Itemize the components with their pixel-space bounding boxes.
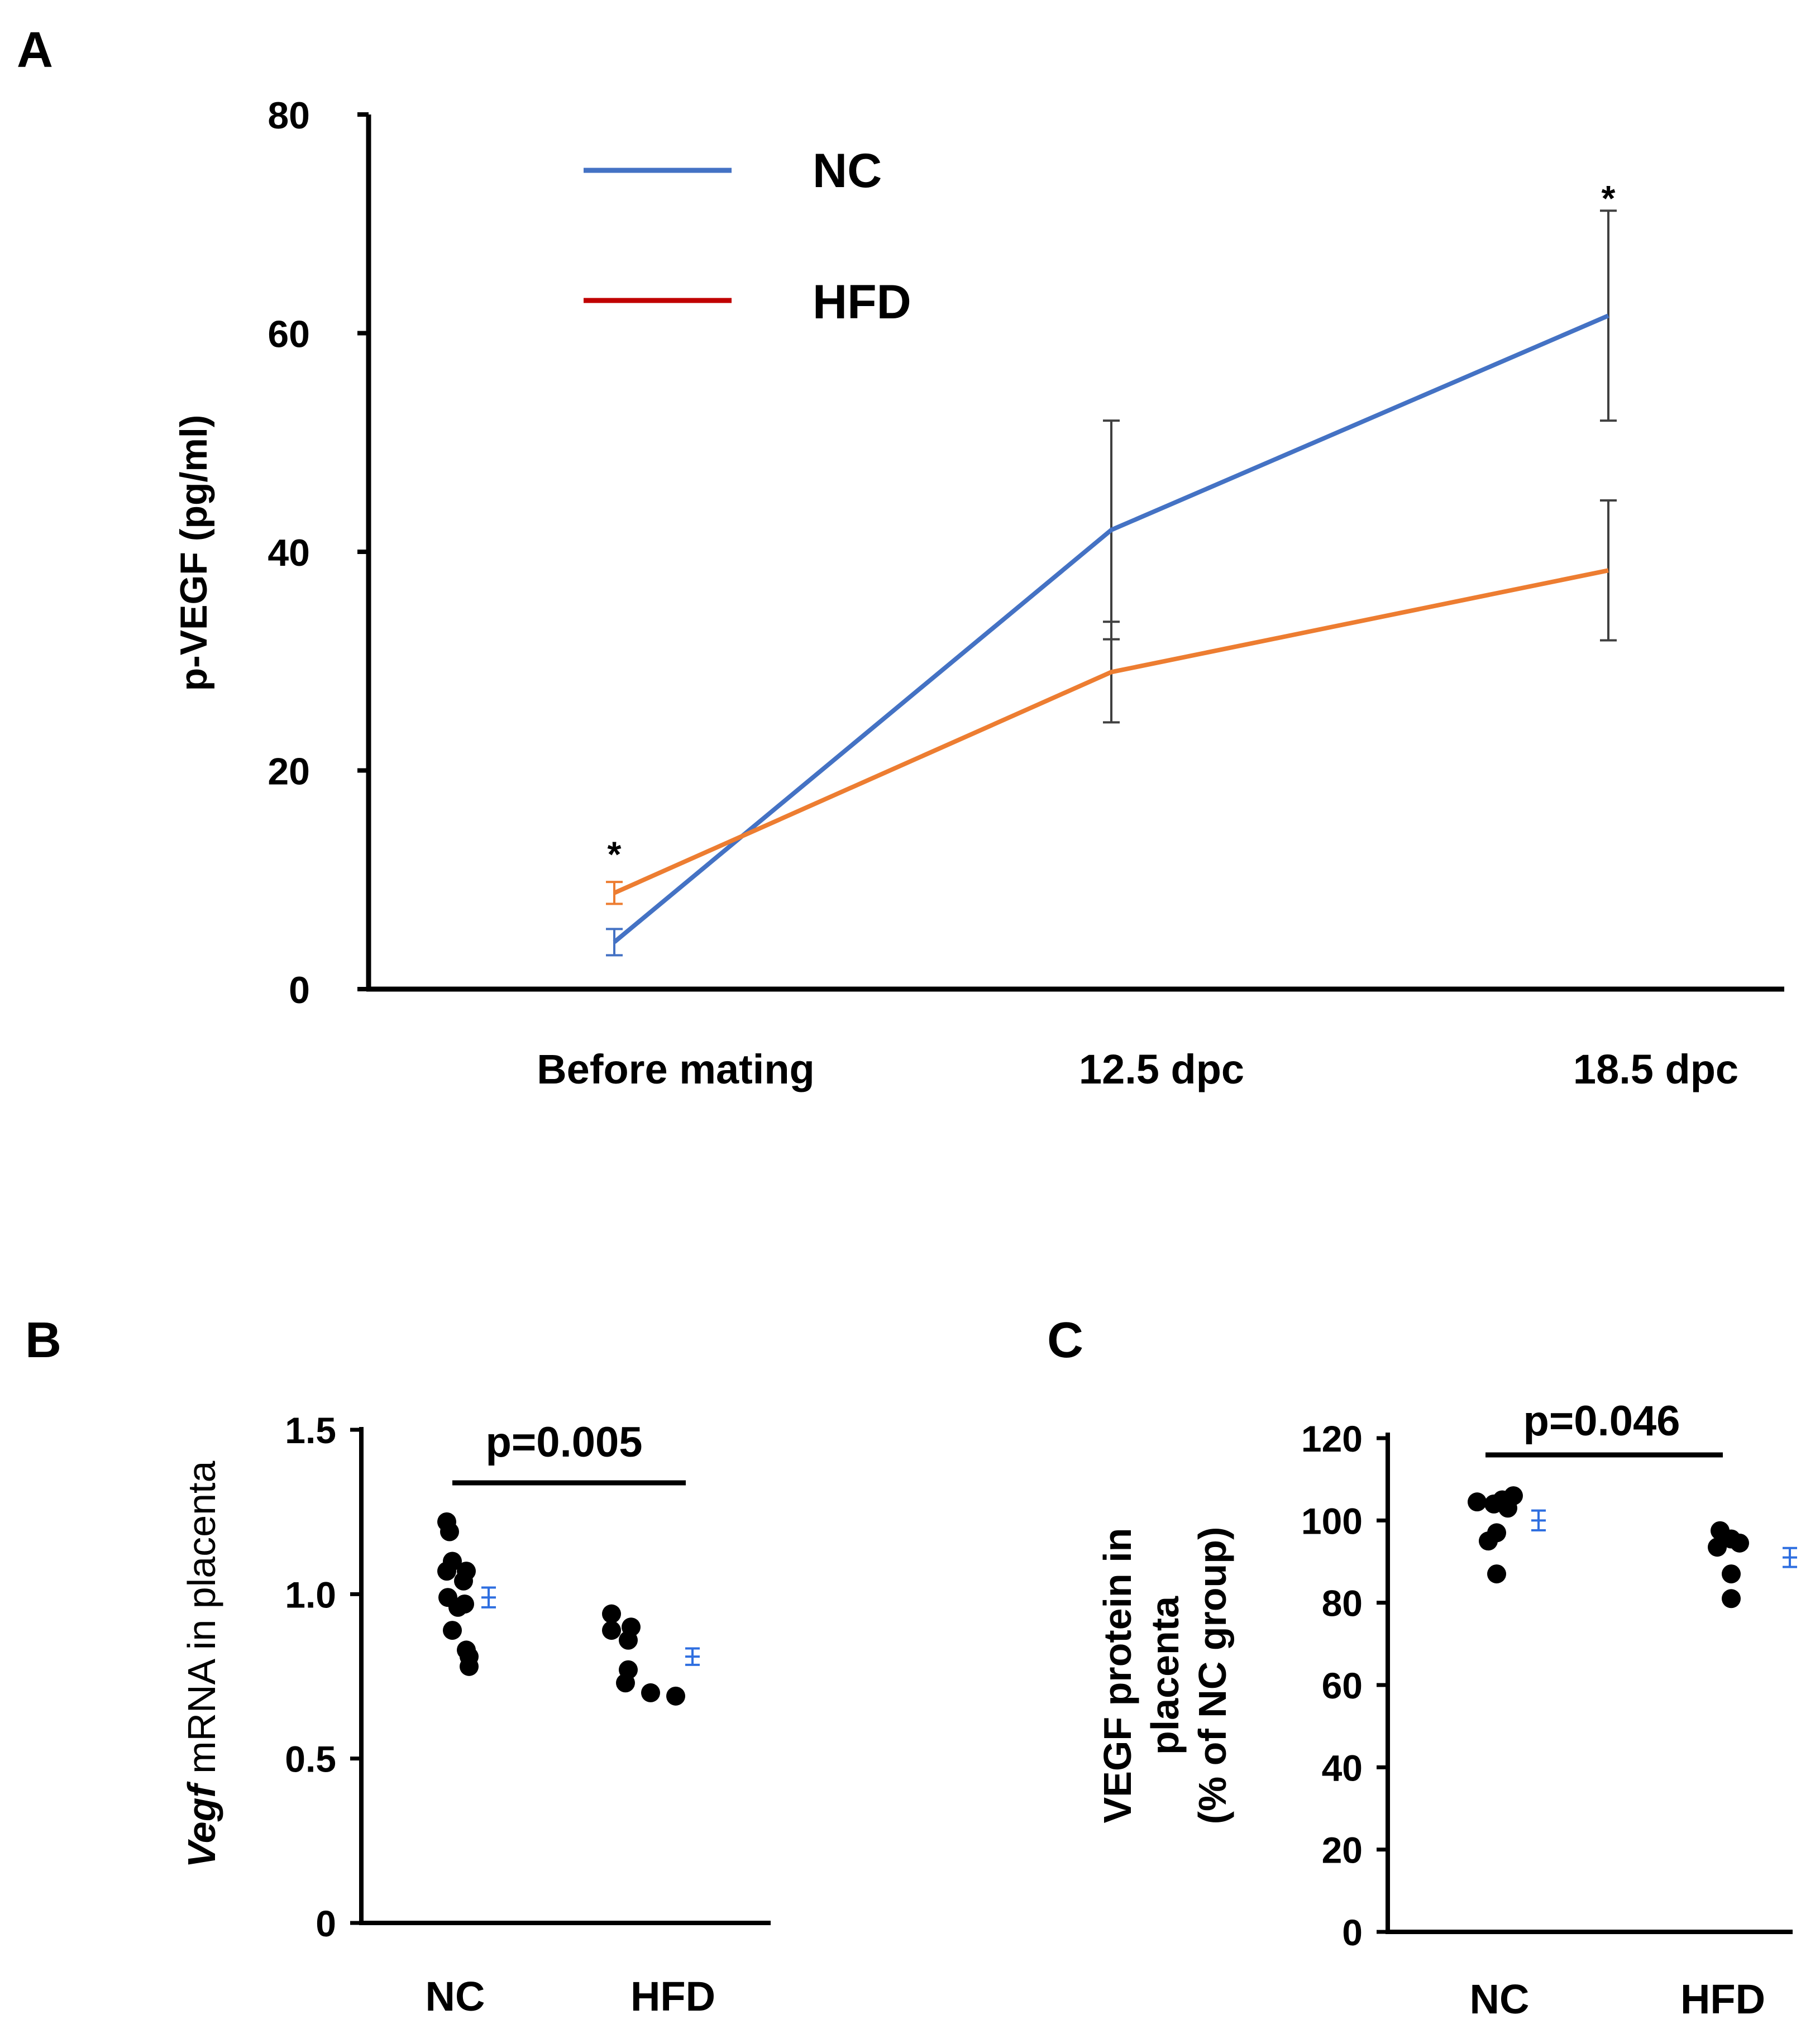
panel-c-y-tick-label: 100 [1301, 1500, 1363, 1541]
panel-b-y-tick-label: 0.5 [285, 1739, 336, 1780]
panel-c-y-tick-label: 0 [1342, 1912, 1363, 1953]
panel-b-p-value: p=0.005 [486, 1419, 643, 1466]
panel-c-hfd-data-point [1722, 1564, 1741, 1584]
panel-b-nc-data-point [448, 1597, 467, 1617]
panel-c-y-tick-label: 120 [1301, 1418, 1363, 1459]
panel-c-hfd-data-point [1730, 1533, 1749, 1553]
panel-label-a: A [17, 22, 53, 78]
panel-b-x-tick-label: HFD [630, 1973, 715, 2019]
legend-nc-label: NC [813, 144, 882, 198]
panel-c-y-tick-label: 80 [1322, 1583, 1363, 1624]
panel-b-hfd-data-point [602, 1604, 621, 1624]
panel-c-y-tick-label: 60 [1322, 1665, 1363, 1706]
panel-b-y-label-gene: Vegf [180, 1781, 223, 1868]
panel-c-nc-data-point [1487, 1564, 1506, 1584]
panel-a-y-tick-label: 80 [267, 94, 310, 137]
panel-b-nc-data-point [443, 1621, 462, 1640]
panel-b-nc-data-point [454, 1571, 473, 1591]
panel-b-hfd-data-point [666, 1686, 685, 1706]
panel-c-y-label-line-2: placenta [1143, 1596, 1187, 1755]
panel-label-c: C [1047, 1312, 1083, 1368]
panel-c-y-axis-label: VEGF protein in placenta (% of NC group) [1096, 1527, 1234, 1825]
panel-a-significance-star: * [1602, 178, 1616, 218]
panel-a-y-tick-label: 20 [267, 751, 310, 793]
panel-b-nc-data-point [460, 1657, 479, 1676]
panel-label-b: B [25, 1312, 61, 1368]
panel-a-line-chart: 0 20 40 60 80 p-VEGF (pg/ml) Before mating 12… [173, 94, 1784, 1092]
panel-b-hfd-data-point [619, 1630, 638, 1650]
panel-c-hfd-data-point [1722, 1589, 1741, 1608]
panel-b-y-tick-label: 1.0 [285, 1574, 336, 1615]
panel-a-significance-star: * [608, 834, 622, 875]
panel-b-x-tick-label: NC [426, 1973, 485, 2019]
panel-b-nc-data-point [440, 1522, 459, 1541]
panel-c-y-label-line-3: (% of NC group) [1191, 1527, 1234, 1825]
panel-c-dot-plot: 0 20 40 60 80 100 120 VEGF protein in placenta… [1096, 1397, 1797, 2019]
panel-c-x-tick-label: NC [1470, 1976, 1530, 2019]
panel-c-nc-data-point [1468, 1492, 1487, 1512]
panel-a-y-tick-label: 60 [267, 313, 310, 356]
panel-b-hfd-data-point [616, 1673, 635, 1693]
panel-a-y-tick-label: 0 [289, 969, 310, 1011]
panel-b-y-label-rest: mRNA in placenta [180, 1461, 223, 1785]
panel-c-y-label-line-1: VEGF protein in [1096, 1528, 1139, 1824]
panel-b-nc-data-point [437, 1562, 456, 1581]
panel-a-x-tick-label: 12.5 dpc [1079, 1046, 1244, 1092]
panel-c-y-tick-label: 40 [1322, 1747, 1363, 1788]
panel-c-p-value: p=0.046 [1523, 1397, 1680, 1445]
panel-a-x-tick-label: Before mating [537, 1046, 815, 1092]
panel-a-y-axis-label: p-VEGF (pg/ml) [173, 415, 215, 691]
legend-hfd-label: HFD [813, 275, 911, 329]
panel-c-y-tick-label: 20 [1322, 1830, 1363, 1871]
panel-b-dot-plot: 0 0.5 1.0 1.5 Vegf mRNA in placenta NC HFD p… [180, 1410, 771, 2019]
panel-c-x-tick-label: HFD [1680, 1976, 1765, 2019]
panel-b-y-tick-label: 0 [316, 1903, 336, 1944]
panel-b-hfd-data-point [641, 1683, 660, 1702]
panel-a-y-tick-label: 40 [267, 532, 310, 574]
panel-a-x-tick-label: 18.5 dpc [1573, 1046, 1738, 1092]
panel-b-hfd-data-point [602, 1621, 621, 1640]
panel-c-nc-data-point [1498, 1498, 1517, 1518]
panel-c-nc-data-point [1479, 1531, 1498, 1551]
panel-c-hfd-data-point [1708, 1538, 1727, 1557]
panel-b-y-axis-label: Vegf mRNA in placenta [180, 1461, 223, 1868]
panel-b-y-tick-label: 1.5 [285, 1410, 336, 1451]
